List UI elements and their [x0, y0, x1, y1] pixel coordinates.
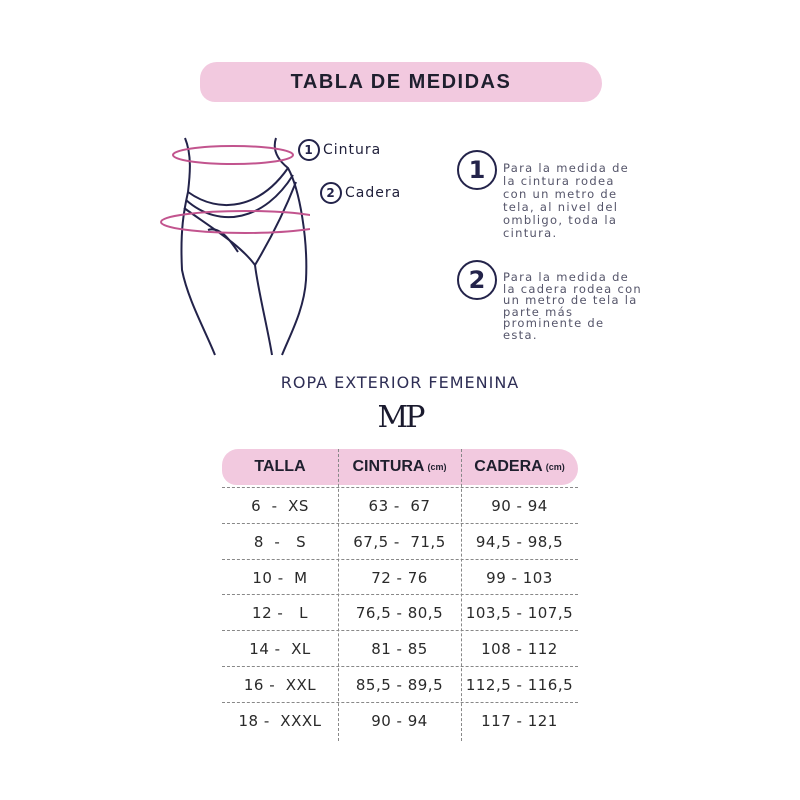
table-row: 8 - S 67,5 - 71,5 94,5 - 98,5 — [222, 522, 578, 560]
body-illustration — [160, 137, 310, 356]
hip-cell: 103,5 - 107,5 — [465, 604, 574, 623]
table-row: 6 - XS 63 - 67 90 - 94 — [222, 487, 578, 524]
number-2-icon: 2 — [457, 260, 497, 300]
hip-label: 2 Cadera — [320, 182, 401, 204]
size-cell: 14 - XL — [249, 640, 311, 659]
subtitle: ROPA EXTERIOR FEMENINA — [280, 373, 520, 392]
waist-cell: 63 - 67 — [368, 497, 431, 515]
waist-cell: 90 - 94 — [371, 711, 428, 730]
header-cadera: CADERA (cm) — [474, 458, 565, 475]
waist-label: 1 Cintura — [298, 139, 381, 161]
column-divider — [338, 449, 339, 741]
size-cell: 16 - XXL — [243, 676, 317, 694]
number-1-icon: 1 — [298, 139, 320, 161]
waist-cell: 76,5 - 80,5 — [355, 604, 444, 623]
waist-cell: 72 - 76 — [371, 568, 428, 587]
hip-cell: 112,5 - 116,5 — [465, 676, 574, 694]
table-row: 16 - XXL 85,5 - 89,5 112,5 - 116,5 — [222, 666, 578, 703]
size-cell: 12 - L — [252, 604, 308, 623]
table-row: 12 - L 76,5 - 80,5 103,5 - 107,5 — [222, 594, 578, 631]
brand-logo: MP — [377, 400, 426, 435]
size-cell: 6 - XS — [251, 497, 309, 515]
hip-cell: 117 - 121 — [481, 711, 558, 730]
hip-cell: 94,5 - 98,5 — [475, 532, 564, 551]
table-row: 18 - XXXL 90 - 94 117 - 121 — [222, 701, 578, 739]
header-talla: TALLA — [254, 458, 306, 475]
waist-label-text: Cintura — [323, 142, 382, 158]
column-divider — [461, 449, 462, 741]
instruction-1-text: Para la medida de la cintura rodea con u… — [503, 161, 630, 240]
number-1-icon: 1 — [457, 150, 497, 190]
table-row: 14 - XL 81 - 85 108 - 112 — [222, 630, 578, 667]
instruction-2: 2 Para la medida de la cadera rodea con … — [457, 260, 643, 341]
table-row: 10 - M 72 - 76 99 - 103 — [222, 558, 578, 596]
size-cell: 18 - XXXL — [238, 711, 322, 730]
table-header-background — [222, 449, 578, 485]
waist-cell: 85,5 - 89,5 — [355, 676, 444, 694]
header-cintura: CINTURA (cm) — [352, 458, 447, 475]
size-cell: 10 - M — [252, 568, 308, 587]
hip-label-text: Cadera — [345, 185, 402, 201]
hip-cell: 90 - 94 — [491, 497, 548, 515]
waist-cell: 81 - 85 — [371, 640, 428, 659]
size-cell: 8 - S — [253, 532, 307, 551]
instruction-1: 1 Para la medida de la cintura rodea con… — [457, 150, 643, 240]
waist-cell: 67,5 - 71,5 — [353, 532, 446, 551]
hip-cell: 108 - 112 — [481, 640, 558, 659]
number-2-icon: 2 — [320, 182, 342, 204]
hip-cell: 99 - 103 — [486, 568, 553, 587]
title-banner: TABLA DE MEDIDAS — [200, 62, 602, 102]
instruction-2-text: Para la medida de la cadera rodea con un… — [503, 270, 643, 342]
page-title: TABLA DE MEDIDAS — [290, 70, 512, 93]
